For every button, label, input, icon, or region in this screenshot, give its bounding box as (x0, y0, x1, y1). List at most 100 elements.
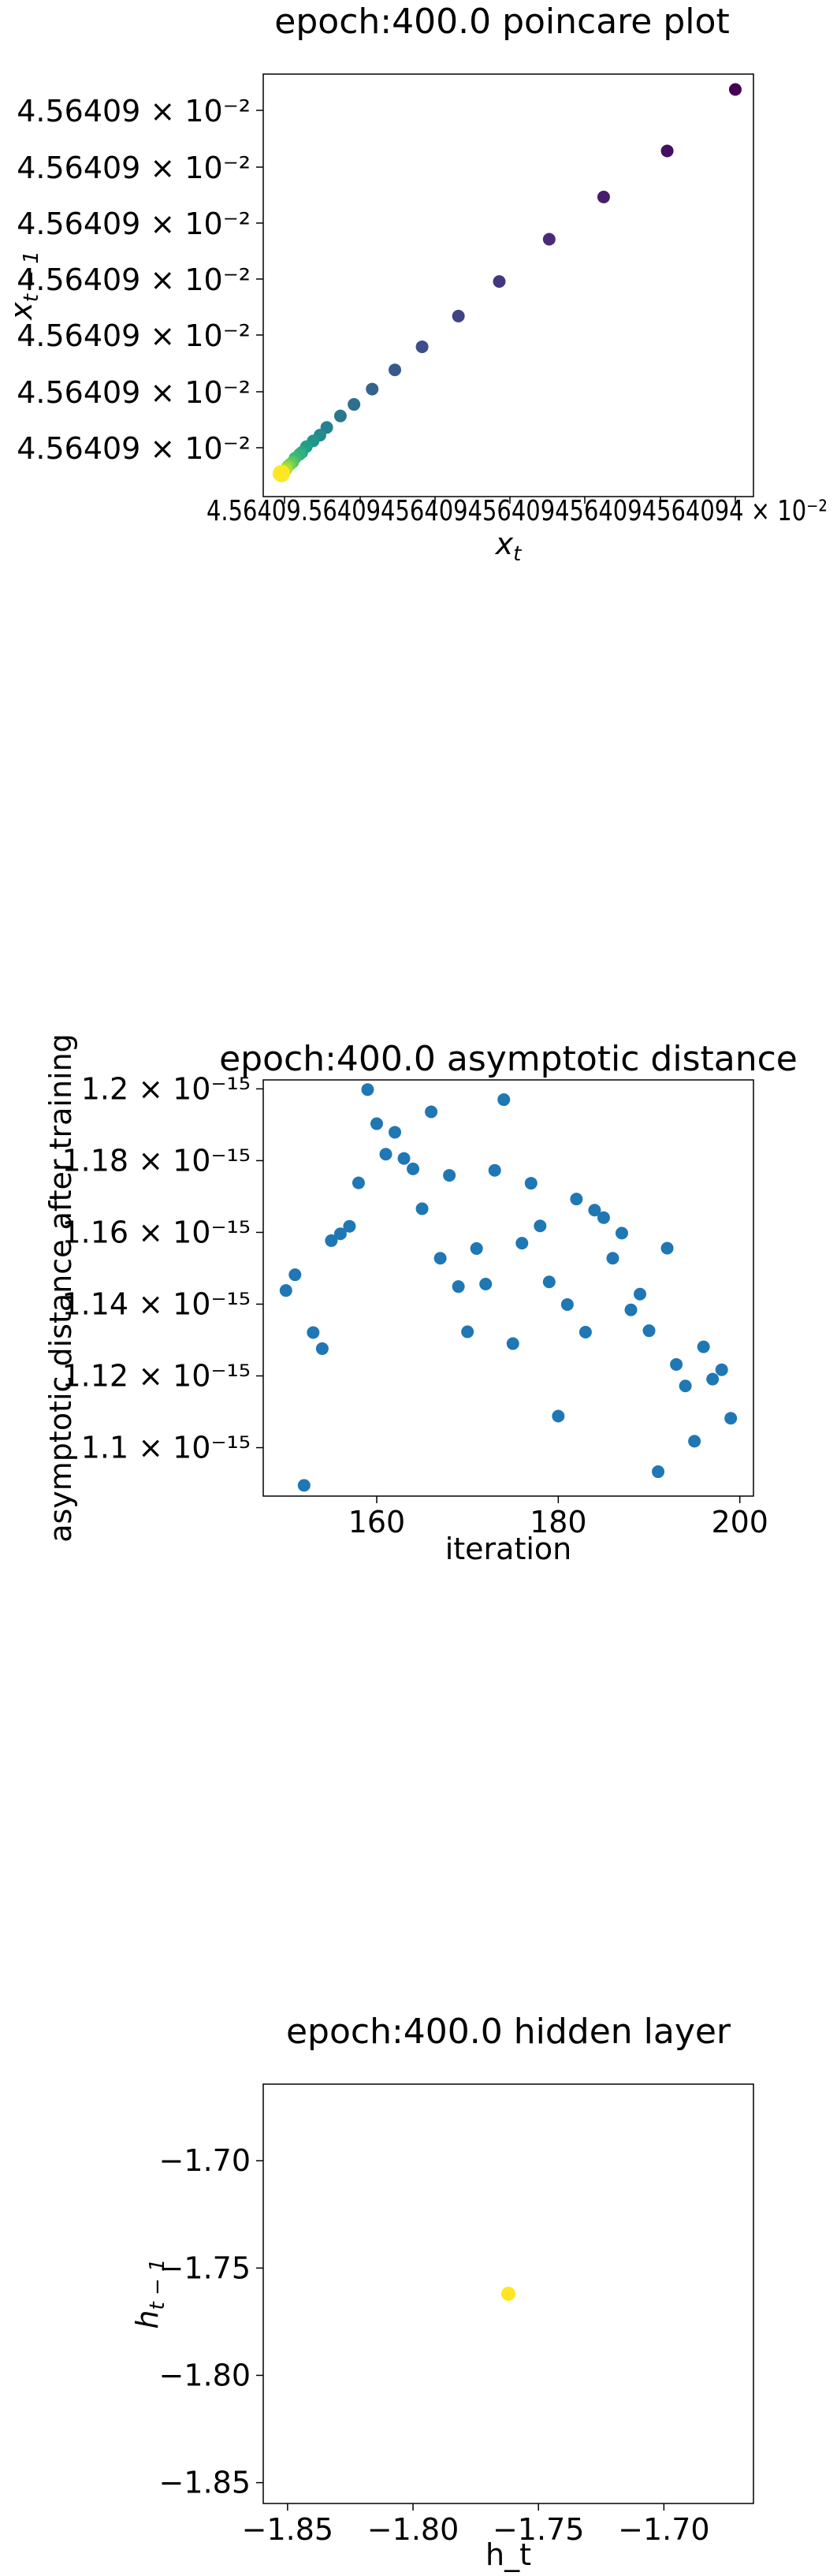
asymptotic-point (642, 1324, 656, 1338)
asymptotic-point (578, 1325, 592, 1338)
poincare-y-tick-label: 4.56409 × 10⁻² (17, 94, 251, 128)
asymptotic-point (552, 1409, 565, 1423)
poincare-point (452, 309, 465, 322)
asymptotic-point (706, 1372, 720, 1386)
asymptotic-y-tick-label: 1.12 × 10⁻¹⁵ (62, 1359, 251, 1394)
asymptotic-title: epoch:400.0 asymptotic distance (219, 1039, 798, 1079)
poincare-x-axis-label: xt (495, 527, 523, 566)
poincare-y-tick-label: 4.56409 × 10⁻² (17, 207, 251, 241)
asymptotic-point (724, 1412, 738, 1425)
asymptotic-point (333, 1227, 347, 1241)
asymptotic-x-tick-label: 200 (711, 1505, 768, 1539)
hidden-x-tick-label: −1.75 (493, 2512, 584, 2547)
asymptotic-y-tick-label: 1.1 × 10⁻¹⁵ (81, 1431, 251, 1465)
asymptotic-point (679, 1379, 692, 1393)
asymptotic-point (634, 1287, 647, 1301)
asymptotic-point (606, 1252, 619, 1265)
asymptotic-point (542, 1275, 556, 1289)
asymptotic-point (279, 1284, 292, 1297)
hidden-y-tick-label: −1.85 (159, 2466, 251, 2500)
poincare-point (660, 144, 674, 158)
asymptotic-point (352, 1176, 365, 1189)
asymptotic-point (461, 1325, 474, 1338)
asymptotic-point (288, 1268, 302, 1282)
poincare-point (542, 233, 556, 246)
poincare-y-tick-label: 4.56409 × 10⁻² (17, 151, 251, 185)
asymptotic-point (307, 1326, 320, 1339)
asymptotic-point (370, 1117, 383, 1130)
poincare-chart: epoch:400.0 poincare plot 4.56409 × 10⁻²… (4, 2, 828, 566)
asymptotic-point (652, 1465, 665, 1479)
asymptotic-point (315, 1342, 329, 1355)
asymptotic-point (697, 1340, 710, 1353)
asymptotic-x-tick-label: 180 (530, 1505, 587, 1539)
asymptotic-point (670, 1357, 683, 1371)
asymptotic-point (524, 1177, 538, 1190)
asymptotic-point (688, 1435, 701, 1448)
poincare-point (415, 340, 429, 353)
poincare-point (728, 83, 742, 96)
asymptotic-point (443, 1169, 456, 1182)
asymptotic-y-tick-label: 1.16 × 10⁻¹⁵ (62, 1215, 251, 1249)
hidden-x-tick-label: −1.80 (367, 2512, 459, 2547)
asymptotic-point (488, 1163, 501, 1177)
poincare-y-tick-label: 4.56409 × 10⁻² (17, 375, 251, 410)
poincare-point (366, 382, 379, 396)
asymptotic-point (570, 1193, 583, 1206)
asymptotic-point (615, 1227, 628, 1240)
asymptotic-point (497, 1093, 511, 1107)
asymptotic-point (479, 1277, 493, 1290)
asymptotic-x-axis-label: iteration (445, 1532, 572, 1566)
asymptotic-point (560, 1297, 574, 1311)
poincare-plot-area (262, 73, 754, 497)
poincare-point (493, 275, 506, 288)
hidden-x-tick-label: −1.70 (618, 2512, 709, 2547)
asymptotic-point (425, 1105, 438, 1119)
hidden-y-tick-label: −1.80 (159, 2358, 251, 2392)
poincare-point (597, 190, 610, 203)
asymptotic-y-tick-label: 1.18 × 10⁻¹⁵ (62, 1143, 251, 1178)
asymptotic-point (361, 1083, 374, 1096)
asymptotic-point (415, 1202, 429, 1215)
asymptotic-point (343, 1219, 356, 1233)
poincare-y-tick-label: 4.56409 × 10⁻² (17, 431, 251, 466)
hidden-x-tick-label: −1.85 (242, 2512, 333, 2547)
asymptotic-y-tick-label: 1.14 × 10⁻¹⁵ (62, 1286, 251, 1321)
poincare-point (273, 464, 291, 482)
hidden-y-tick-label: −1.75 (159, 2250, 251, 2285)
asymptotic-point (515, 1237, 529, 1250)
asymptotic-x-tick-label: 160 (348, 1505, 406, 1539)
poincare-x-tick-labels: 4.56409.564094564094564094564094564094 ×… (206, 495, 828, 527)
hidden-layer-chart: epoch:400.0 hidden layer −1.85 −1.80 −1.75… (130, 2012, 754, 2572)
hidden-y-tick-label: −1.70 (159, 2143, 251, 2178)
asymptotic-point (624, 1303, 638, 1316)
poincare-y-tick-label: 4.56409 × 10⁻² (17, 318, 251, 353)
asymptotic-point (470, 1241, 483, 1255)
asymptotic-point (389, 1126, 402, 1139)
asymptotic-point (588, 1204, 601, 1217)
asymptotic-y-tick-label: 1.2 × 10⁻¹⁵ (81, 1071, 251, 1106)
asymptotic-point (407, 1162, 420, 1175)
hidden-title: epoch:400.0 hidden layer (286, 2012, 731, 2052)
asymptotic-point (325, 1234, 338, 1247)
poincare-point (389, 363, 402, 377)
poincare-y-axis-label: xt − 1 (4, 251, 43, 321)
poincare-point (348, 398, 361, 411)
asymptotic-point (452, 1280, 465, 1294)
hidden-y-axis-label: ht − 1 (130, 2258, 169, 2328)
asymptotic-point (715, 1363, 728, 1376)
poincare-y-tick-label: 4.56409 × 10⁻² (17, 262, 251, 297)
asymptotic-plot-area (262, 1079, 754, 1497)
asymptotic-point (506, 1337, 519, 1350)
asymptotic-point (534, 1219, 547, 1233)
poincare-title: epoch:400.0 poincare plot (274, 2, 729, 42)
asymptotic-point (597, 1211, 610, 1224)
asymptotic-point (297, 1479, 311, 1492)
asymptotic-point (433, 1252, 447, 1265)
hidden-point (501, 2287, 515, 2301)
asymptotic-point (660, 1241, 674, 1255)
asymptotic-point (379, 1148, 392, 1161)
asymptotic-distance-chart: epoch:400.0 asymptotic distance 1.1 × 10… (43, 1033, 798, 1566)
asymptotic-point (397, 1152, 411, 1165)
